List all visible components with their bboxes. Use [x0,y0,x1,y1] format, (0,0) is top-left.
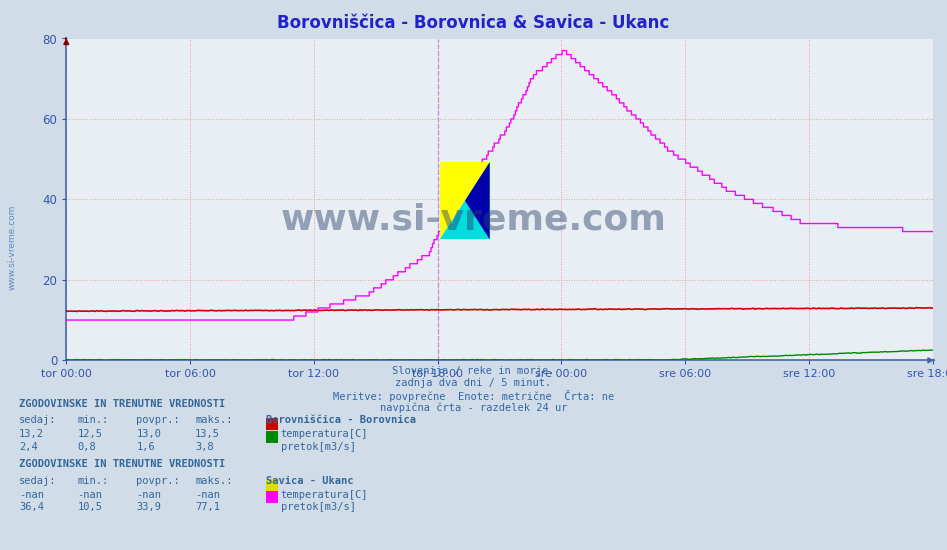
Text: 13,5: 13,5 [195,429,220,439]
Text: Borovniščica - Borovnica & Savica - Ukanc: Borovniščica - Borovnica & Savica - Ukan… [277,14,670,32]
Text: pretok[m3/s]: pretok[m3/s] [280,442,356,452]
Text: sedaj:: sedaj: [19,476,57,486]
Text: 3,8: 3,8 [195,442,214,452]
Polygon shape [440,162,490,239]
Text: ZGODOVINSKE IN TRENUTNE VREDNOSTI: ZGODOVINSKE IN TRENUTNE VREDNOSTI [19,459,225,469]
Text: 13,0: 13,0 [136,429,161,439]
Text: 77,1: 77,1 [195,502,220,512]
Text: 10,5: 10,5 [78,502,102,512]
Text: 33,9: 33,9 [136,502,161,512]
Text: -nan: -nan [78,490,102,499]
Text: ZGODOVINSKE IN TRENUTNE VREDNOSTI: ZGODOVINSKE IN TRENUTNE VREDNOSTI [19,399,225,409]
Text: Meritve: povprečne  Enote: metrične  Črta: ne: Meritve: povprečne Enote: metrične Črta:… [333,390,614,402]
Text: sedaj:: sedaj: [19,415,57,425]
Text: 12,5: 12,5 [78,429,102,439]
Text: 0,8: 0,8 [78,442,97,452]
Text: Slovenija / reke in morje.: Slovenija / reke in morje. [392,366,555,376]
Text: maks.:: maks.: [195,415,233,425]
Text: povpr.:: povpr.: [136,415,180,425]
Text: temperatura[C]: temperatura[C] [280,490,368,499]
Text: zadnja dva dni / 5 minut.: zadnja dva dni / 5 minut. [396,378,551,388]
Text: 13,2: 13,2 [19,429,44,439]
Polygon shape [440,162,490,239]
Text: www.si-vreme.com: www.si-vreme.com [8,205,17,290]
Text: min.:: min.: [78,476,109,486]
Text: -nan: -nan [19,490,44,499]
Text: povpr.:: povpr.: [136,476,180,486]
Text: Savica - Ukanc: Savica - Ukanc [265,476,353,486]
Text: -nan: -nan [195,490,220,499]
Text: 1,6: 1,6 [136,442,155,452]
Text: www.si-vreme.com: www.si-vreme.com [280,203,667,237]
Polygon shape [465,162,490,239]
Text: Borovniščica - Borovnica: Borovniščica - Borovnica [265,415,416,425]
Text: pretok[m3/s]: pretok[m3/s] [280,502,356,512]
Text: maks.:: maks.: [195,476,233,486]
Text: 36,4: 36,4 [19,502,44,512]
Text: navpična črta - razdelek 24 ur: navpična črta - razdelek 24 ur [380,402,567,412]
Text: -nan: -nan [136,490,161,499]
Text: min.:: min.: [78,415,109,425]
Text: temperatura[C]: temperatura[C] [280,429,368,439]
Text: 2,4: 2,4 [19,442,38,452]
